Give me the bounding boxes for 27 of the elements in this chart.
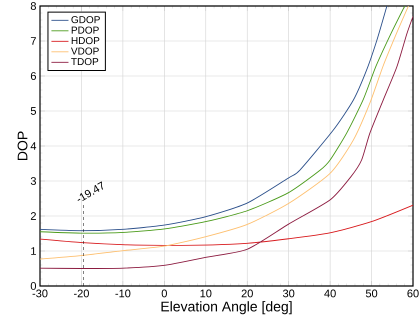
x-tick-label: 10 xyxy=(200,290,212,298)
x-axis-title: Elevation Angle [deg] xyxy=(161,301,292,314)
x-tick-label: 0 xyxy=(162,290,167,298)
x-tick-label: 40 xyxy=(324,290,336,298)
y-tick-label: 2 xyxy=(30,212,36,220)
y-tick-label: 3 xyxy=(30,177,36,185)
line-series xyxy=(40,204,414,246)
x-tick-label: 60 xyxy=(407,290,419,298)
y-tick-label: 6 xyxy=(30,72,36,80)
legend-label: GDOP xyxy=(71,16,100,24)
x-tick-label: 30 xyxy=(282,290,294,298)
x-tick-label: -30 xyxy=(32,290,48,298)
x-tick-label: -10 xyxy=(115,290,130,298)
legend-label: PDOP xyxy=(72,26,99,34)
legend-label: VDOP xyxy=(70,48,99,55)
y-axis-title: DOP xyxy=(18,132,28,160)
x-tick-label: -20 xyxy=(74,290,89,298)
y-tick-label: 1 xyxy=(31,247,36,255)
x-tick-label: 50 xyxy=(366,290,378,298)
y-tick-label: 4 xyxy=(30,142,36,150)
y-tick-label: 7 xyxy=(30,37,36,45)
legend-label: HDOP xyxy=(72,37,100,44)
y-tick-label: 0 xyxy=(30,282,36,290)
x-tick-label: 20 xyxy=(242,290,253,298)
y-tick-label: 8 xyxy=(30,2,36,10)
legend-label: TDOP xyxy=(71,58,98,66)
y-tick-label: 5 xyxy=(30,107,36,115)
